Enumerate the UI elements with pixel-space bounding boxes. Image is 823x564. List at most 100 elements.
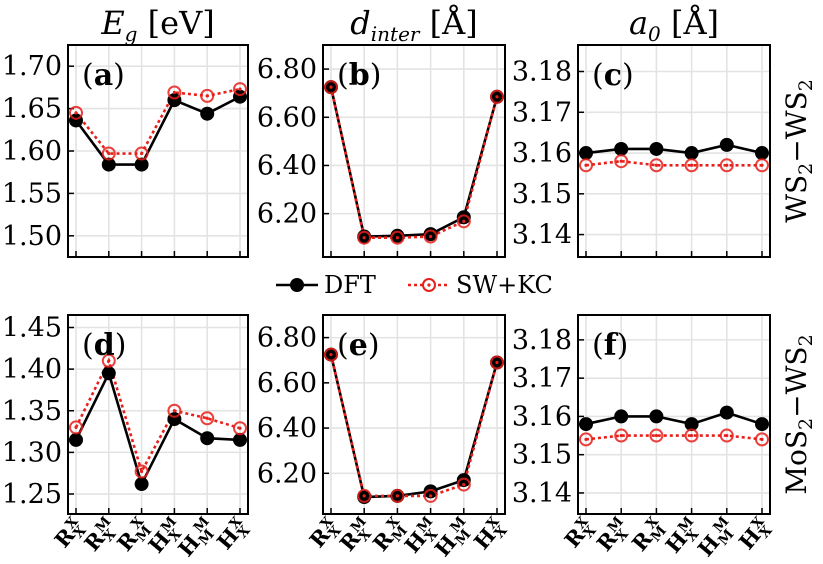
data-point-dft [684, 417, 699, 432]
panel-label-paren: ( [337, 58, 349, 93]
data-point-swkc [456, 214, 471, 229]
panel-label: (f) [592, 328, 628, 363]
y-tick-label: 3.14 [512, 478, 572, 509]
data-point-swkc-center [654, 433, 659, 438]
y-tick-label: 1.50 [2, 221, 62, 252]
y-tick-label: 3.18 [512, 57, 572, 88]
data-point-swkc [357, 488, 372, 503]
y-tick-label: 3.15 [512, 179, 572, 210]
data-point-dft [614, 141, 629, 156]
row-label-compound: WS [780, 346, 813, 394]
data-point-swkc-center [495, 95, 499, 99]
panel-label-letter: f [604, 328, 619, 363]
series-line-swkc [585, 434, 763, 441]
row-label-compound: MoS [780, 430, 813, 495]
row-label-compound: WS [780, 175, 813, 223]
panel-label: (c) [592, 58, 634, 93]
legend-marker-dft [290, 278, 304, 292]
series-line-swkc [74, 357, 241, 475]
data-point-swkc [490, 355, 504, 370]
column-title-subscript: g [125, 22, 138, 46]
series-line-swkc [74, 87, 241, 155]
data-point-dft [134, 477, 149, 492]
data-point-swkc-center [462, 483, 466, 487]
series-line-dft [585, 143, 763, 155]
panel-frame [577, 44, 771, 258]
data-point-dft [719, 405, 734, 420]
data-point-swkc [200, 88, 215, 103]
column-title-symbol: E [100, 4, 124, 42]
data-point-dft [755, 146, 769, 161]
panel-label-paren: ) [370, 58, 382, 93]
data-point-dft [614, 409, 629, 424]
data-point-swkc [357, 230, 372, 245]
data-point-swkc [649, 158, 664, 173]
series-line-dft [329, 354, 499, 499]
x-tick-label: HXX [469, 513, 512, 557]
data-point-swkc [324, 347, 338, 362]
data-point-swkc-center [395, 236, 399, 240]
column-title-2: a0 [Å] [629, 4, 719, 46]
y-tick-label: 6.60 [257, 102, 317, 133]
data-point-swkc [101, 353, 116, 368]
data-point-swkc [684, 428, 699, 443]
data-point-dft [423, 484, 438, 499]
data-point-swkc [614, 428, 629, 443]
data-point-swkc [233, 421, 247, 436]
data-point-swkc [167, 403, 182, 418]
y-tick-label: 1.65 [2, 94, 62, 125]
panel-label: (a) [82, 58, 125, 93]
data-point-swkc-center [140, 469, 144, 474]
panel-frame [67, 314, 249, 515]
y-tick-label: 1.30 [2, 437, 62, 468]
data-point-swkc-center [462, 219, 466, 223]
data-point-swkc [423, 229, 438, 244]
data-point-dft [134, 157, 149, 172]
data-point-swkc-center [429, 494, 433, 498]
data-point-swkc-center [495, 360, 499, 365]
y-tick-label: 6.80 [257, 323, 317, 354]
x-tick-label: HXX [212, 513, 255, 557]
data-point-swkc-center [329, 85, 333, 89]
data-point-swkc [423, 488, 438, 503]
y-tick-label: 3.15 [512, 440, 572, 471]
panel-label: (b) [337, 58, 381, 93]
panel-label-paren: ) [115, 328, 127, 363]
data-point-swkc-center [362, 236, 366, 240]
row-label-0: WS2−WS2 [780, 79, 817, 223]
data-point-swkc-center [362, 494, 366, 498]
panel-frame [577, 314, 771, 515]
data-point-swkc-center [619, 159, 623, 163]
data-point-dft [684, 146, 699, 161]
data-point-swkc [69, 420, 83, 435]
panel-label-paren: ( [592, 58, 604, 93]
y-tick-label: 3.16 [512, 138, 572, 169]
data-point-swkc-center [690, 163, 694, 167]
data-point-swkc-center [238, 87, 242, 91]
series-line-swkc [329, 354, 499, 498]
data-point-dft [200, 431, 215, 446]
data-point-swkc-center [619, 433, 623, 438]
data-point-swkc [755, 158, 769, 173]
panel-label: (e) [337, 328, 380, 363]
y-tick-label: 3.18 [512, 325, 572, 356]
y-tick-label: 1.45 [2, 312, 62, 343]
data-point-dft [101, 157, 116, 172]
data-point-swkc-center [654, 163, 659, 167]
data-point-dft [456, 210, 471, 225]
y-tick-label: 6.40 [257, 413, 317, 444]
data-point-swkc-center [429, 234, 433, 239]
data-point-swkc-center [725, 433, 729, 438]
data-point-swkc-center [584, 437, 588, 441]
panel-frame [322, 44, 506, 258]
column-title-unit: [eV] [137, 4, 214, 42]
data-point-dft [649, 141, 664, 156]
column-title-unit: [Å] [419, 4, 477, 42]
data-point-swkc [390, 230, 405, 245]
data-point-swkc [579, 158, 593, 173]
legend-label-dft: DFT [324, 271, 376, 299]
series-line-swkc [329, 86, 499, 240]
